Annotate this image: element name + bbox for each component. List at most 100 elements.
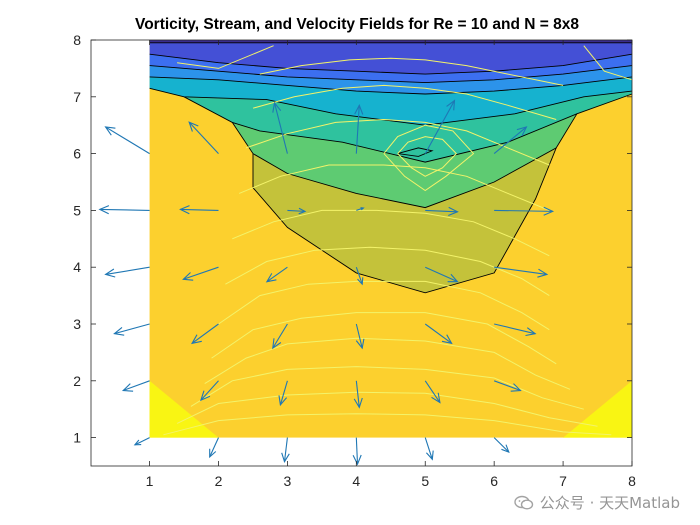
contour-line-4: [149, 76, 633, 95]
contour-band-5: [149, 76, 632, 126]
velocity-arrow-33: [272, 101, 288, 154]
velocity-arrow-14: [191, 323, 219, 345]
arrow-head: [133, 439, 142, 446]
arrow-head: [425, 450, 434, 461]
arrow-head: [501, 444, 510, 454]
velocity-arrow-7: [121, 380, 150, 392]
arrow-head: [272, 338, 282, 350]
arrow-shaft: [114, 323, 150, 335]
arrow-shaft: [493, 437, 510, 453]
stream-line-13: [177, 45, 274, 69]
arrow-head: [199, 390, 211, 402]
chart-title: Vorticity, Stream, and Velocity Fields f…: [135, 16, 579, 33]
stream-line-11: [252, 84, 557, 120]
stream-line-9: [239, 164, 550, 211]
velocity-arrow-10: [353, 380, 363, 409]
arrow-head: [278, 395, 288, 407]
y-tick-label-7: 7: [73, 89, 81, 105]
arrow-shaft: [494, 266, 547, 275]
velocity-arrow-27: [287, 207, 307, 215]
stream-line-6: [218, 280, 550, 331]
stream-line-4: [204, 337, 571, 390]
velocity-arrow-28: [356, 207, 365, 211]
stream-line-16: [397, 136, 457, 177]
arrow-head: [537, 268, 549, 278]
velocity-arrow-23: [425, 266, 459, 283]
arrow-head: [281, 452, 290, 464]
arrow-shaft: [134, 437, 150, 446]
arrow-head: [298, 207, 307, 215]
velocity-arrow-36: [493, 126, 528, 155]
velocity-arrow-8: [199, 380, 219, 402]
arrow-head: [446, 99, 456, 111]
velocity-arrow-5: [424, 437, 434, 461]
arrow-shaft: [183, 266, 219, 280]
contour-line-6: [183, 93, 633, 163]
velocity-arrow-13: [113, 323, 150, 336]
arrow-head: [354, 103, 364, 115]
stream-line-12: [259, 57, 564, 86]
arrow-shaft: [424, 437, 433, 460]
arrow-head: [113, 326, 125, 336]
velocity-arrow-31: [104, 126, 150, 155]
contour-band-1: [149, 40, 632, 43]
arrow-head: [191, 334, 202, 345]
arrow-shaft: [188, 121, 219, 154]
wechat-icon: [514, 495, 534, 511]
arrow-shaft: [266, 266, 288, 283]
velocity-arrow-2: [209, 437, 219, 459]
arrow-head: [355, 338, 365, 350]
x-tick-label-6: 6: [490, 473, 498, 489]
arrow-shaft: [355, 437, 359, 465]
arrow-head: [209, 448, 217, 459]
arrow-head: [360, 207, 365, 211]
x-tick-label-8: 8: [628, 473, 636, 489]
velocity-arrow-34: [354, 103, 364, 154]
axes-frame: [90, 39, 633, 467]
contour-line-7: [231, 113, 578, 209]
arrow-head: [516, 126, 528, 137]
arrow-head: [431, 392, 441, 404]
arrow-shaft: [105, 266, 150, 275]
arrow-shaft: [494, 209, 553, 212]
velocity-arrow-15: [272, 323, 288, 350]
stream-line-3: [190, 366, 584, 410]
arrow-shaft: [355, 323, 363, 349]
velocity-arrow-19: [104, 266, 150, 278]
arrow-shaft: [209, 437, 219, 458]
contour-band-3: [149, 54, 632, 83]
arrow-head: [265, 273, 277, 283]
stream-line-2: [176, 391, 598, 427]
arrow-shaft: [424, 380, 441, 403]
velocity-arrow-16: [355, 323, 365, 350]
velocity-arrow-24: [494, 266, 549, 278]
stream-line-14: [583, 45, 633, 81]
arrow-shaft: [494, 323, 536, 335]
stream-line-15: [383, 124, 475, 192]
contour-band-6: [149, 88, 632, 163]
velocity-arrow-11: [424, 380, 441, 404]
arrow-head: [182, 272, 194, 281]
velocity-arrow-25: [98, 205, 150, 215]
contour-band-4: [149, 65, 632, 94]
x-tick-label-2: 2: [215, 473, 223, 489]
arrow-head: [188, 121, 199, 132]
contour-line-9: [397, 147, 434, 157]
velocity-arrow-1: [133, 437, 150, 446]
velocity-arrow-29: [425, 206, 459, 217]
arrow-shaft: [424, 100, 456, 154]
arrow-shaft: [272, 323, 288, 349]
arrow-shaft: [283, 437, 288, 462]
watermark: 公众号 · 天天Matlab: [514, 492, 680, 513]
x-tick-label-5: 5: [421, 473, 429, 489]
x-tick-label-4: 4: [352, 473, 360, 489]
arrow-head: [352, 454, 362, 466]
arrow-shaft: [279, 380, 288, 406]
arrow-shaft: [355, 105, 360, 154]
arrow-shaft: [425, 209, 458, 213]
y-tick-label-6: 6: [73, 146, 81, 162]
x-tick-label-3: 3: [284, 473, 292, 489]
arrow-head: [272, 101, 282, 113]
y-tick-label-2: 2: [73, 373, 81, 389]
velocity-arrow-6: [493, 437, 510, 454]
